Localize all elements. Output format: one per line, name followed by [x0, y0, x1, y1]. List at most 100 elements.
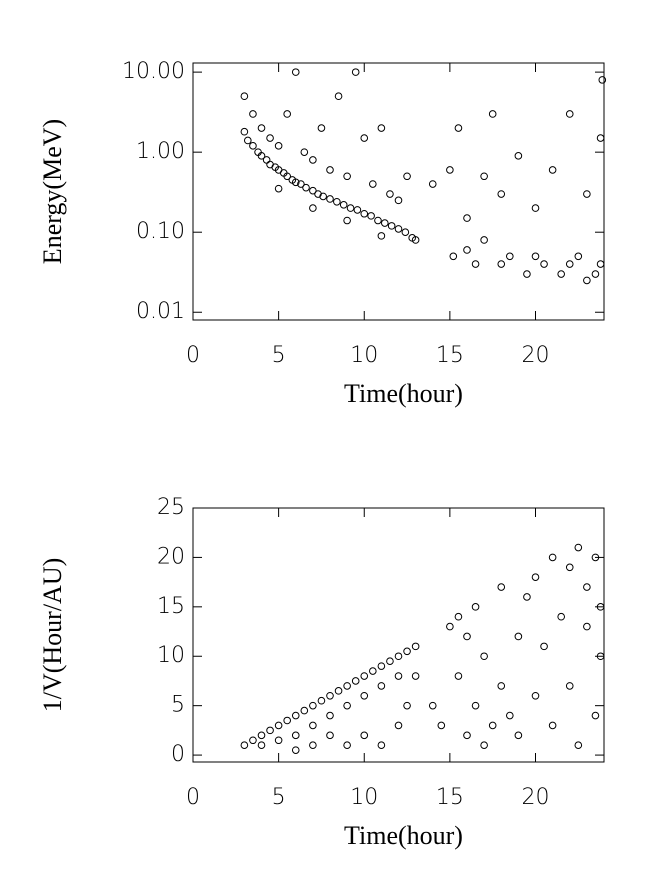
scatter-point — [300, 706, 309, 715]
scatter-point — [598, 76, 607, 84]
scatter-point — [249, 736, 257, 745]
scatter-point — [548, 166, 557, 174]
scatter-point — [244, 136, 252, 145]
scatter-point — [369, 180, 377, 188]
scatter-point — [274, 736, 283, 745]
scatter-point — [454, 124, 463, 132]
scatter-point — [343, 682, 351, 690]
scatter-point — [309, 721, 317, 730]
scatter-point — [591, 270, 600, 278]
scatter-point — [437, 721, 446, 730]
scatter-point — [540, 260, 548, 268]
scatter-point — [249, 142, 257, 150]
y-tick-label: 25 — [157, 495, 185, 520]
scatter-point — [428, 701, 437, 710]
scatter-point — [523, 270, 531, 278]
y-tick-label: 0.01 — [136, 299, 185, 324]
scatter-point — [343, 701, 351, 710]
scatter-point — [574, 543, 583, 552]
scatter-point — [514, 632, 523, 641]
scatter-point — [514, 152, 523, 160]
scatter-point — [506, 252, 514, 261]
scatter-point — [540, 642, 548, 651]
scatter-point — [302, 183, 310, 192]
scatter-point — [449, 252, 458, 261]
scatter-point — [386, 190, 394, 198]
scatter-point — [326, 691, 334, 700]
scatter-point — [283, 716, 291, 725]
y-axis-title: 1/V(Hour/AU) — [38, 558, 67, 713]
scatter-point — [463, 632, 471, 641]
scatter-point — [249, 110, 257, 118]
scatter-point — [548, 553, 557, 562]
scatter-point — [291, 68, 300, 76]
scatter-point — [351, 677, 360, 685]
scatter-point — [471, 603, 480, 611]
scatter-point — [353, 206, 362, 214]
scatter-point — [319, 192, 327, 201]
scatter-point — [381, 219, 389, 227]
scatter-point — [333, 197, 341, 206]
scatter-point — [565, 682, 574, 690]
y-tick-label: 10.00 — [122, 59, 185, 84]
scatter-point — [596, 603, 605, 611]
scatter-point — [471, 260, 480, 268]
scatter-point — [506, 711, 514, 720]
scatter-point — [454, 612, 463, 621]
plot-frame — [192, 62, 605, 321]
x-tick-label: 5 — [272, 343, 286, 368]
scatter-point — [377, 662, 386, 670]
scatter-point — [309, 156, 317, 164]
scatter-point — [497, 260, 506, 268]
scatter-point — [531, 573, 540, 581]
scatter-point — [283, 172, 291, 181]
y-tick-label: 20 — [157, 544, 185, 569]
scatter-point — [497, 583, 506, 591]
x-tick-label: 10 — [350, 343, 378, 368]
scatter-point — [403, 172, 411, 181]
scatter-point — [377, 124, 386, 132]
scatter-point — [274, 142, 283, 150]
scatter-point — [317, 696, 326, 705]
scatter-point — [583, 583, 591, 591]
scatter-point — [463, 246, 471, 254]
scatter-point — [557, 270, 565, 278]
scatter-point — [583, 276, 591, 285]
scatter-point — [488, 110, 497, 118]
scatter-point — [266, 134, 274, 142]
scatter-point — [428, 180, 437, 188]
y-tick-label: 5 — [171, 693, 185, 718]
scatter-point — [326, 195, 334, 203]
x-tick-label: 10 — [350, 785, 378, 810]
scatter-point — [343, 172, 351, 181]
scatter-point — [257, 741, 266, 749]
scatter-point — [360, 672, 369, 680]
scatter-point — [377, 232, 386, 240]
scatter-point — [411, 642, 420, 651]
scatter-point — [531, 691, 540, 700]
scatter-point — [574, 252, 583, 261]
scatter-point — [446, 622, 454, 631]
scatter-point — [291, 746, 300, 754]
y-tick-label: 15 — [157, 594, 185, 619]
scatter-point — [565, 110, 574, 118]
plot-frame — [192, 507, 605, 763]
scatter-point — [334, 687, 343, 695]
scatter-point — [343, 216, 351, 225]
scatter-point — [488, 721, 497, 730]
scatter-point — [401, 228, 410, 237]
x-tick-label: 0 — [186, 785, 200, 810]
y-tick-label: 10 — [157, 643, 185, 668]
x-axis-title: Time(hour) — [344, 821, 463, 850]
scatter-point — [471, 701, 480, 710]
scatter-point — [463, 731, 471, 740]
x-tick-label: 0 — [186, 343, 200, 368]
scatter-point — [574, 741, 583, 749]
x-axis-title: Time(hour) — [344, 379, 463, 408]
scatter-point — [394, 721, 403, 730]
scatter-point — [374, 216, 382, 225]
scatter-point — [351, 68, 360, 76]
scatter-point — [548, 721, 557, 730]
scatter-point — [283, 110, 291, 118]
